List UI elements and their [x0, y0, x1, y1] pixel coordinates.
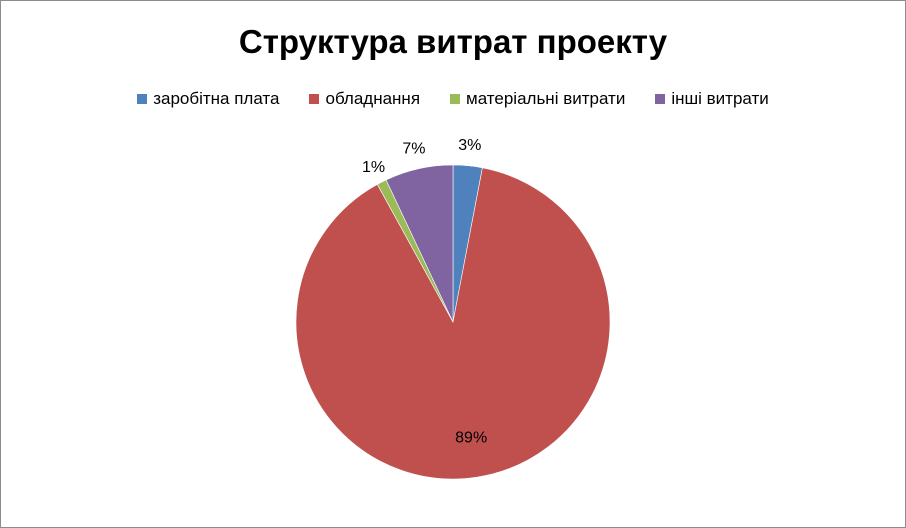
- legend-label-salary: заробітна плата: [153, 89, 280, 108]
- legend-item-equipment: обладнання: [309, 89, 420, 109]
- legend-swatch-equipment: [309, 94, 320, 104]
- pie-slice-other: [385, 164, 454, 323]
- data-label-salary: 3%: [458, 137, 481, 154]
- legend-label-materials: матеріальні витрати: [466, 89, 626, 108]
- data-label-materials: 1%: [362, 159, 385, 176]
- legend-item-other: інші витрати: [655, 89, 769, 109]
- legend-label-equipment: обладнання: [325, 89, 421, 108]
- data-label-other: 7%: [402, 140, 425, 157]
- legend-swatch-materials: [450, 94, 461, 104]
- legend-swatch-other: [655, 94, 666, 104]
- legend-label-other: інші витрати: [671, 89, 769, 108]
- legend-item-materials: матеріальні витрати: [450, 89, 625, 109]
- legend-item-salary: заробітна плата: [137, 89, 279, 109]
- pie-slices: [295, 164, 611, 480]
- chart-title: Структура витрат проекту: [238, 23, 668, 60]
- legend: заробітна плата обладнання матеріальні в…: [1, 89, 905, 109]
- data-label-equipment: 89%: [455, 430, 487, 447]
- pie-slice-equipment: [295, 167, 611, 480]
- pie-data-labels: 3% 89% 1% 7%: [362, 137, 487, 447]
- legend-swatch-salary: [137, 94, 148, 104]
